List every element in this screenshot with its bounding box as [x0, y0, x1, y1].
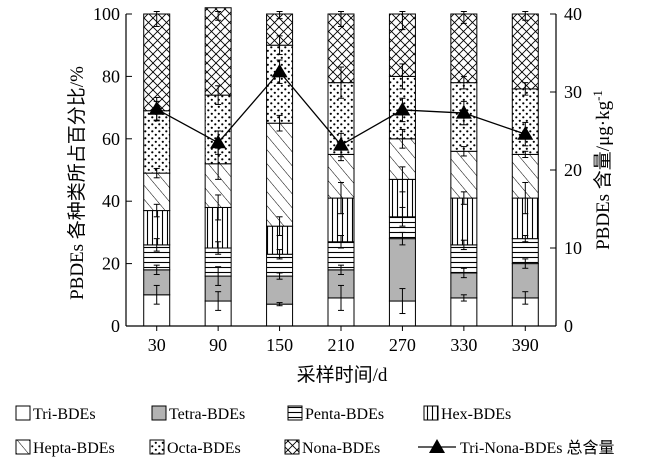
bar-segment-nona-bdes-330 — [450, 13, 478, 84]
legend-label-nona-bdes: Nona-BDEs — [302, 440, 380, 457]
y-right-tick-label: 0 — [564, 316, 573, 336]
y-right-tick-label: 30 — [564, 82, 582, 102]
y-axis-left-label: PBDEs 各种类所占百分比/% — [66, 66, 88, 300]
bar-segment-tri-bdes-150 — [266, 303, 294, 327]
bar-segment-hepta-bdes-150 — [266, 122, 294, 227]
y-right-tick-label: 20 — [564, 160, 582, 180]
bar-segment-hex-bdes-330 — [450, 197, 478, 246]
legend-swatch-triangle — [429, 439, 445, 453]
legend-label-hepta-bdes: Hepta-BDEs — [33, 440, 115, 457]
legend-swatch-hepta-bdes — [15, 439, 31, 455]
total-content-line — [148, 59, 534, 158]
legend: Tri-BDEs Tetra-BDEs Penta-BDEs Hex-BDEs Hept… — [15, 405, 615, 457]
y-axis-right-label: PBDEs 含量/μg·kg-1 — [590, 90, 615, 250]
bar-segment-tri-bdes-330 — [450, 297, 478, 327]
y-right-tick-label: 10 — [564, 238, 582, 258]
bar-segment-nona-bdes-390 — [511, 13, 539, 90]
legend-label-hex-bdes: Hex-BDEs — [441, 406, 511, 423]
bar-segment-octa-bdes-150 — [266, 44, 294, 124]
x-tick-label-390: 390 — [512, 335, 539, 355]
legend-swatch-penta-bdes — [287, 405, 303, 421]
legend-swatch-octa-bdes — [149, 439, 165, 455]
legend-swatch-tri-bdes — [15, 405, 31, 421]
legend-swatch-tetra-bdes — [151, 405, 167, 421]
bar-segment-nona-bdes-90 — [204, 7, 232, 96]
x-tick-label-150: 150 — [266, 335, 293, 355]
bar-segment-hepta-bdes-330 — [450, 150, 478, 199]
legend-label-octa-bdes: Octa-BDEs — [167, 440, 241, 457]
x-axis-label: 采样时间/d — [297, 364, 388, 386]
y-left-tick-label: 100 — [93, 4, 120, 24]
triangle-marker-210 — [333, 137, 349, 151]
bar-segment-tetra-bdes-150 — [266, 275, 294, 305]
y-left-tick-label: 80 — [102, 66, 120, 86]
plot-area: 0 20 40 60 80 100 0 10 20 30 40 30 90 150 210 270 330 390 — [93, 4, 582, 355]
triangle-marker-30 — [148, 101, 165, 115]
triangle-marker-90 — [210, 134, 227, 149]
y-left-tick-label: 20 — [102, 254, 120, 274]
y-left-tick-label: 60 — [102, 129, 120, 149]
x-tick-label-330: 330 — [450, 335, 477, 355]
axes: 0 20 40 60 80 100 0 10 20 30 40 30 90 150 210 270 330 390 — [93, 4, 582, 355]
bar-segment-nona-bdes-30 — [143, 13, 171, 112]
legend-label-tri-bdes: Tri-BDEs — [33, 406, 96, 423]
y-left-tick-label: 40 — [102, 191, 120, 211]
x-tick-label-270: 270 — [389, 335, 416, 355]
legend-swatch-nona-bdes — [284, 439, 300, 455]
stacked-bars — [143, 7, 539, 327]
triangle-marker-270 — [394, 101, 411, 116]
legend-swatch-hex-bdes — [423, 405, 439, 421]
legend-label-tetra-bdes: Tetra-BDEs — [169, 406, 245, 423]
legend-label-penta-bdes: Penta-BDEs — [305, 406, 384, 423]
x-tick-label-210: 210 — [328, 335, 355, 355]
y-right-tick-label: 40 — [564, 4, 582, 24]
triangle-marker-390 — [517, 126, 534, 140]
triangle-marker-330 — [455, 105, 472, 119]
triangle-marker-150 — [271, 63, 288, 78]
legend-label-tri-nona-bdes-: Tri-Nona-BDEs 总含量 — [460, 439, 615, 457]
x-tick-label-90: 90 — [209, 335, 227, 355]
x-tick-label-30: 30 — [148, 335, 166, 355]
y-left-tick-label: 0 — [111, 316, 120, 336]
